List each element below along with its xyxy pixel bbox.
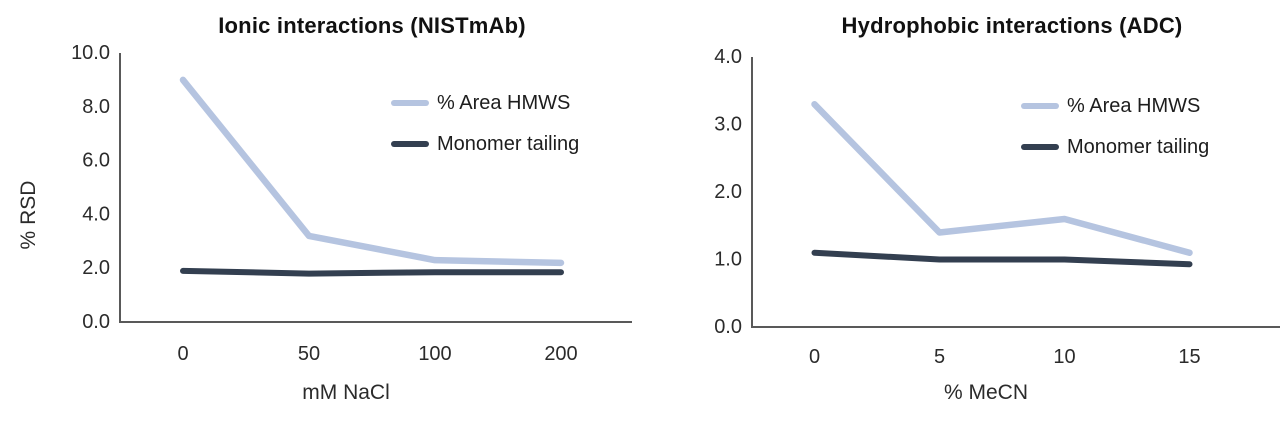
y-tick-label: 3.0 — [714, 114, 742, 136]
x-axis-label: mM NaCl — [302, 381, 390, 404]
y-tick-label: 4.0 — [714, 46, 742, 68]
legend-item-hmws: % Area HMWS — [1021, 93, 1209, 119]
axis-lines — [119, 53, 632, 323]
legend-label-hmws: % Area HMWS — [437, 91, 571, 114]
series-line-monomer — [180, 267, 564, 277]
x-axis-label: % MeCN — [943, 381, 1028, 404]
chart-title: Ionic interactions (NISTmAb) — [218, 13, 526, 38]
series-line-hmws — [811, 101, 1193, 256]
y-tick-label: 0.0 — [714, 316, 742, 338]
x-tick-label: 10 — [1053, 346, 1075, 368]
legend-label-hmws: % Area HMWS — [1067, 94, 1201, 117]
legend-item-monomer: Monomer tailing — [391, 131, 579, 157]
y-tick-label: 6.0 — [82, 150, 110, 172]
y-tick-label: 10.0 — [71, 42, 110, 64]
y-tick-label: 1.0 — [714, 249, 742, 271]
legend-item-hmws: % Area HMWS — [391, 90, 579, 116]
series-line-monomer — [811, 249, 1193, 268]
y-tick-label: 2.0 — [714, 181, 742, 203]
x-tick-label: 50 — [298, 343, 320, 365]
legend-label-monomer: Monomer tailing — [1067, 135, 1210, 158]
x-tick-label: 5 — [934, 346, 945, 368]
y-tick-label: 8.0 — [82, 96, 110, 118]
y-tick-label: 4.0 — [82, 203, 110, 225]
chart-ionic-interactions: Ionic interactions (NISTmAb) % RSD 0.0 2.… — [17, 13, 632, 404]
legend-item-monomer: Monomer tailing — [1021, 134, 1209, 160]
x-tick-label: 200 — [544, 343, 577, 365]
legend-label-monomer: Monomer tailing — [437, 132, 580, 155]
series-line-hmws — [179, 76, 565, 267]
monomer-line-swatch — [1021, 144, 1059, 150]
chart-hydrophobic-interactions: Hydrophobic interactions (ADC) 0.0 1.0 2.0… — [640, 0, 1280, 426]
x-tick-label: 0 — [809, 346, 820, 368]
axis-lines — [751, 57, 1280, 328]
x-tick-label: 100 — [418, 343, 451, 365]
y-tick-label: 2.0 — [82, 257, 110, 279]
chart-title: Hydrophobic interactions (ADC) — [841, 13, 1183, 38]
x-tick-label: 0 — [177, 343, 188, 365]
hmws-line-swatch — [1021, 103, 1059, 109]
x-tick-label: 15 — [1178, 346, 1200, 368]
legend: % Area HMWS Monomer tailing — [1021, 93, 1209, 160]
plot-area: 0.0 1.0 2.0 3.0 4.0 0 5 10 15 — [714, 46, 1280, 368]
y-tick-label: 0.0 — [82, 311, 110, 333]
monomer-line-swatch — [391, 141, 429, 147]
legend: % Area HMWS Monomer tailing — [391, 90, 579, 157]
hmws-line-swatch — [391, 100, 429, 106]
plot-area: 0.0 2.0 4.0 6.0 8.0 10.0 0 50 100 200 — [71, 42, 632, 365]
